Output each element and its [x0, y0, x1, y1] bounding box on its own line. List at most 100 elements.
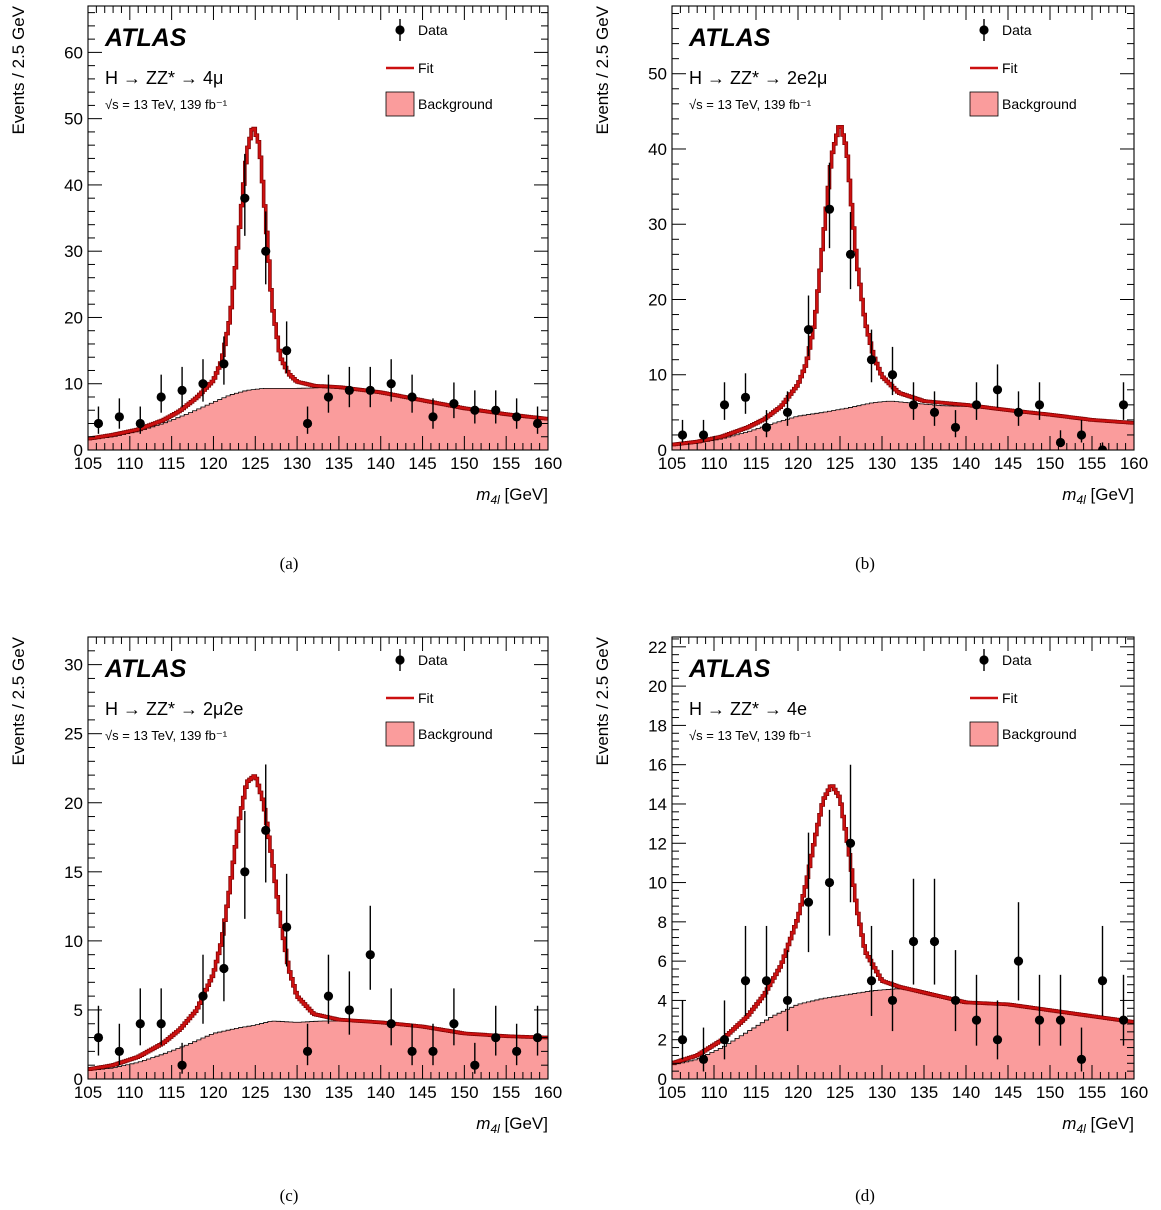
data-point	[428, 1046, 438, 1056]
data-point	[1055, 1015, 1066, 1025]
atlas-label: ATLAS	[688, 655, 771, 683]
x-tick-label: 105	[74, 454, 102, 473]
x-tick-label: 125	[826, 454, 854, 473]
x-axis-title-var: m	[1062, 1114, 1076, 1133]
data-point	[282, 345, 292, 356]
y-axis-title: Events / 2.5 GeV	[593, 5, 612, 134]
y-tick-label: 40	[64, 176, 83, 195]
data-point	[866, 976, 877, 986]
y-tick-label: 20	[64, 308, 83, 327]
data-point	[135, 1019, 145, 1029]
data-point	[698, 1054, 709, 1064]
panel-caption: (c)	[280, 1186, 299, 1205]
x-tick-label: 130	[283, 1083, 311, 1102]
data-point	[177, 1060, 187, 1070]
x-tick-label: 145	[994, 1083, 1022, 1102]
legend-data-marker	[979, 655, 989, 665]
x-axis-title-sub: 4l	[490, 493, 500, 507]
x-tick-label: 115	[158, 1083, 185, 1102]
y-tick-label: 4	[658, 991, 667, 1010]
data-point	[114, 1046, 124, 1056]
x-tick-label: 145	[408, 454, 436, 473]
x-axis-title-sub: 4l	[1076, 1122, 1086, 1136]
energy-label: √s = 13 TeV, 139 fb⁻¹	[689, 97, 812, 112]
data-point	[866, 355, 877, 365]
data-point	[803, 324, 814, 335]
data-point	[677, 430, 688, 440]
legend-bkg-box	[969, 721, 999, 747]
x-tick-label: 160	[1120, 1083, 1148, 1102]
x-tick-label: 160	[534, 454, 562, 473]
x-tick-label: 130	[283, 454, 311, 473]
data-point	[302, 1046, 313, 1056]
y-axis-title: Events / 2.5 GeV	[593, 636, 612, 765]
x-tick-label: 140	[952, 454, 980, 473]
data-point	[761, 422, 772, 433]
x-tick-label: 125	[241, 1083, 269, 1102]
data-point	[719, 400, 730, 410]
y-tick-label: 10	[648, 366, 667, 385]
x-tick-label: 115	[742, 1083, 769, 1102]
data-point	[449, 1019, 459, 1029]
data-point	[1013, 956, 1024, 966]
x-tick-label: 140	[367, 454, 395, 473]
x-tick-label: 135	[910, 1083, 938, 1102]
data-point	[929, 407, 940, 417]
legend-fit-label: Fit	[418, 60, 434, 76]
y-tick-label: 30	[64, 656, 83, 675]
data-point	[908, 936, 919, 947]
data-point	[323, 991, 334, 1001]
data-point	[950, 422, 961, 433]
x-tick-label: 155	[1078, 454, 1106, 473]
data-point	[491, 405, 501, 415]
x-axis-title: m4l [GeV]	[476, 485, 548, 507]
x-tick-label: 125	[826, 1083, 854, 1102]
data-point	[698, 430, 709, 440]
x-axis-title-var: m	[476, 1114, 490, 1133]
y-tick-label: 30	[64, 242, 83, 261]
y-tick-label: 0	[74, 1070, 83, 1089]
y-tick-label: 15	[64, 863, 83, 882]
x-tick-label: 120	[784, 1083, 812, 1102]
y-tick-label: 50	[648, 65, 667, 84]
data-point	[971, 1015, 982, 1025]
plot-area	[672, 124, 1134, 450]
data-point	[240, 193, 250, 203]
data-point	[365, 950, 375, 960]
legend: Data Fit Background	[969, 649, 1077, 747]
x-tick-label: 150	[450, 1083, 478, 1102]
data-point	[93, 418, 104, 429]
x-tick-label: 135	[325, 454, 353, 473]
data-point	[365, 385, 375, 395]
process-label: H → ZZ* → 4μ	[105, 68, 223, 88]
x-tick-label: 105	[658, 454, 686, 473]
data-point	[114, 412, 124, 422]
x-axis-title: m4l [GeV]	[1062, 485, 1134, 507]
data-point	[782, 995, 793, 1006]
energy-label: √s = 13 TeV, 139 fb⁻¹	[105, 97, 228, 112]
data-point	[532, 418, 543, 429]
x-tick-label: 115	[742, 454, 769, 473]
y-tick-label: 0	[658, 1070, 667, 1089]
legend-data-label: Data	[1002, 652, 1032, 668]
data-point	[845, 838, 856, 848]
y-tick-label: 0	[658, 441, 667, 460]
x-tick-label: 140	[367, 1083, 395, 1102]
data-point	[1076, 1054, 1087, 1064]
x-tick-label: 155	[1078, 1083, 1106, 1102]
data-point	[198, 379, 208, 389]
x-tick-label: 105	[74, 1083, 102, 1102]
energy-label: √s = 13 TeV, 139 fb⁻¹	[689, 728, 812, 743]
chart-panel-b: 105 110 115 120 125 130 135 140 145 150 155 160 0 10 2…	[593, 5, 1148, 573]
plot-frame	[671, 5, 1135, 451]
x-axis-title-unit: [GeV]	[1086, 1114, 1134, 1133]
data-point	[470, 1060, 480, 1070]
x-tick-label: 110	[116, 1083, 143, 1102]
y-tick-label: 30	[648, 215, 667, 234]
legend-bkg-label: Background	[418, 726, 493, 742]
y-tick-label: 22	[648, 638, 667, 657]
data-point	[824, 204, 835, 214]
legend: Data Fit Background	[969, 19, 1077, 117]
plot-frame	[87, 5, 549, 451]
